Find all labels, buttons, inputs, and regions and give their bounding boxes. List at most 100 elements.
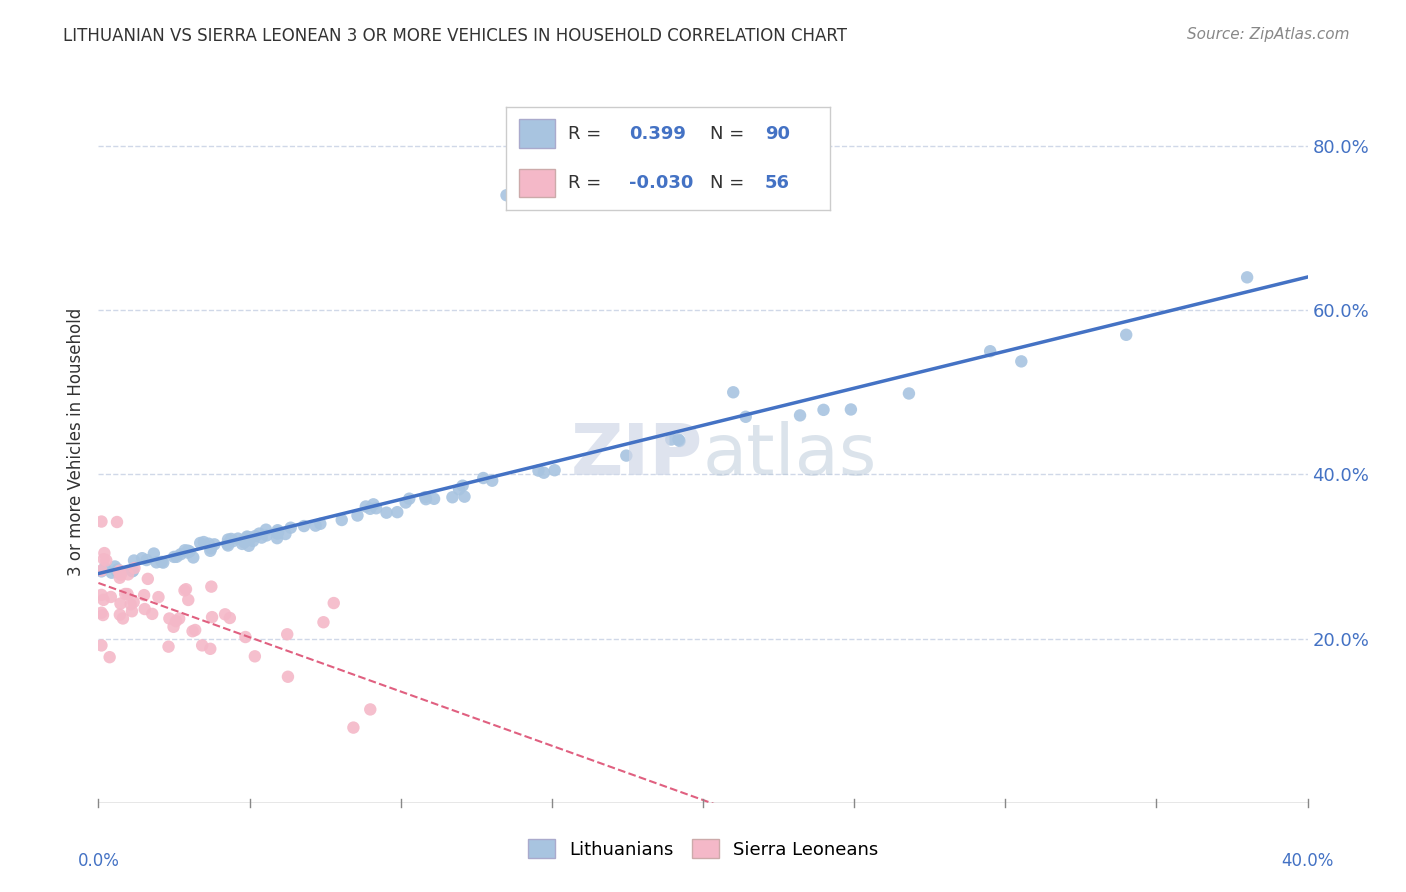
Text: -0.030: -0.030 — [628, 174, 693, 192]
Text: ZIP: ZIP — [571, 422, 703, 491]
Point — [197, 537, 219, 551]
Point — [267, 524, 290, 539]
Legend: Lithuanians, Sierra Leoneans: Lithuanians, Sierra Leoneans — [520, 832, 886, 866]
Point — [254, 523, 277, 537]
Text: 40.0%: 40.0% — [1281, 852, 1334, 870]
Point — [181, 550, 204, 565]
Point — [121, 564, 143, 578]
Point — [177, 545, 200, 559]
Point — [245, 529, 267, 543]
Text: 90: 90 — [765, 125, 790, 143]
FancyBboxPatch shape — [519, 169, 554, 197]
Point — [105, 515, 128, 529]
Point — [236, 530, 259, 544]
Point — [839, 402, 862, 417]
Point — [668, 433, 690, 447]
Point — [214, 607, 236, 622]
Point — [157, 640, 180, 654]
Point — [789, 409, 811, 423]
Point — [193, 535, 215, 549]
Point — [120, 597, 142, 611]
Point — [93, 546, 115, 560]
Text: N =: N = — [710, 125, 749, 143]
Point — [1010, 354, 1032, 368]
Point — [218, 611, 240, 625]
Point — [222, 534, 245, 549]
Point — [122, 564, 145, 578]
Point — [274, 527, 297, 541]
Point — [135, 553, 157, 567]
Point — [447, 483, 470, 497]
Point — [232, 533, 254, 547]
Point — [413, 490, 436, 504]
Point — [231, 537, 253, 551]
Point — [131, 551, 153, 566]
Point — [668, 434, 690, 448]
Point — [100, 590, 122, 604]
Point — [117, 567, 139, 582]
Point — [150, 555, 173, 569]
Point — [280, 521, 302, 535]
Point — [96, 553, 118, 567]
Point — [266, 526, 288, 541]
Point — [238, 539, 260, 553]
Point — [162, 620, 184, 634]
Point — [200, 543, 222, 558]
Point — [200, 641, 222, 656]
Point — [481, 474, 503, 488]
Point — [395, 495, 418, 509]
Point — [100, 566, 122, 580]
Point — [354, 500, 377, 514]
Point — [111, 565, 134, 579]
Point — [219, 532, 242, 546]
Point — [152, 556, 174, 570]
Text: LITHUANIAN VS SIERRA LEONEAN 3 OR MORE VEHICLES IN HOUSEHOLD CORRELATION CHART: LITHUANIAN VS SIERRA LEONEAN 3 OR MORE V… — [63, 27, 848, 45]
Point — [527, 464, 550, 478]
Point — [163, 549, 186, 564]
Point — [93, 552, 115, 566]
Point — [398, 491, 420, 506]
Point — [359, 501, 381, 516]
Point — [90, 515, 112, 529]
Point — [363, 497, 385, 511]
Point — [98, 650, 121, 665]
Point — [292, 519, 315, 533]
Point — [191, 639, 214, 653]
Point — [533, 466, 555, 480]
Point — [122, 553, 145, 567]
Point — [90, 564, 112, 578]
FancyBboxPatch shape — [519, 120, 554, 148]
Point — [453, 490, 475, 504]
Point — [169, 547, 191, 561]
Point — [107, 562, 129, 576]
Text: 0.399: 0.399 — [628, 125, 686, 143]
Point — [659, 433, 682, 447]
Point — [322, 596, 344, 610]
Point — [117, 587, 139, 601]
Point — [90, 639, 112, 653]
Point — [266, 523, 288, 537]
Point — [242, 533, 264, 548]
Point — [173, 583, 195, 598]
Point — [110, 597, 132, 611]
Point — [121, 604, 143, 618]
Point — [142, 547, 165, 561]
Point — [423, 491, 446, 506]
Point — [342, 721, 364, 735]
Point — [108, 564, 131, 578]
Point — [157, 611, 180, 625]
Point — [148, 590, 170, 604]
Point — [387, 505, 409, 519]
Point — [1115, 327, 1137, 342]
Point — [233, 535, 256, 549]
Point — [108, 565, 131, 579]
Point — [330, 513, 353, 527]
Point — [134, 602, 156, 616]
Point — [165, 614, 187, 628]
Point — [132, 588, 155, 602]
Point — [90, 588, 112, 602]
Point — [173, 543, 195, 558]
Point — [202, 537, 225, 551]
Text: 56: 56 — [765, 174, 790, 192]
Y-axis label: 3 or more Vehicles in Household: 3 or more Vehicles in Household — [66, 308, 84, 575]
